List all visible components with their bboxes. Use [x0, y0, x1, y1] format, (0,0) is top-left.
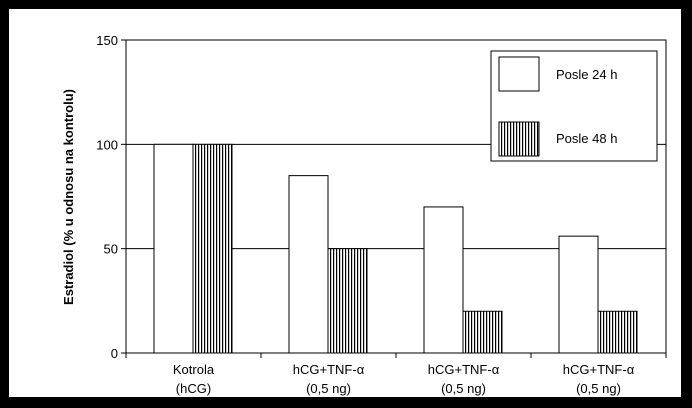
x-category-sublabel: (0,5 ng) [306, 381, 351, 396]
x-category-sublabel: (hCG) [176, 381, 211, 396]
bar-24h [153, 143, 194, 354]
x-category-label: hCG+TNF-α [428, 362, 500, 377]
y-tick-label: 50 [104, 242, 118, 257]
bar-48h [597, 310, 638, 354]
x-category-sublabel: (0,5 ng) [576, 381, 621, 396]
legend: Posle 24 h Posle 48 h [490, 50, 658, 162]
legend-label-24h: Posle 24 h [556, 67, 617, 82]
bar-48h [327, 248, 368, 354]
y-axis-label: Estradiol (% u odnosu na kontrolu) [61, 89, 76, 305]
legend-swatch-24h [498, 56, 540, 92]
x-axis: Kotrola (hCG) hCG+TNF-α (0,5 ng) hCG+TNF-α (0… [125, 353, 667, 396]
bar-24h [423, 206, 464, 354]
legend-label-48h: Posle 48 h [556, 131, 617, 146]
y-tick-label: 0 [111, 346, 118, 361]
x-category-sublabel: (0,5 ng) [441, 381, 486, 396]
y-tick-label: 100 [96, 137, 118, 152]
y-axis: 0 50 100 150 [96, 33, 126, 361]
x-category-label: Kotrola [173, 362, 215, 377]
bars [153, 143, 638, 354]
bar-24h [288, 175, 329, 354]
bar-48h [462, 310, 503, 354]
y-tick-label: 150 [96, 33, 118, 48]
bar-48h [192, 143, 233, 354]
bar-24h [558, 235, 599, 354]
x-category-label: hCG+TNF-α [293, 362, 365, 377]
x-category-label: hCG+TNF-α [563, 362, 635, 377]
legend-swatch-48h [498, 121, 540, 157]
